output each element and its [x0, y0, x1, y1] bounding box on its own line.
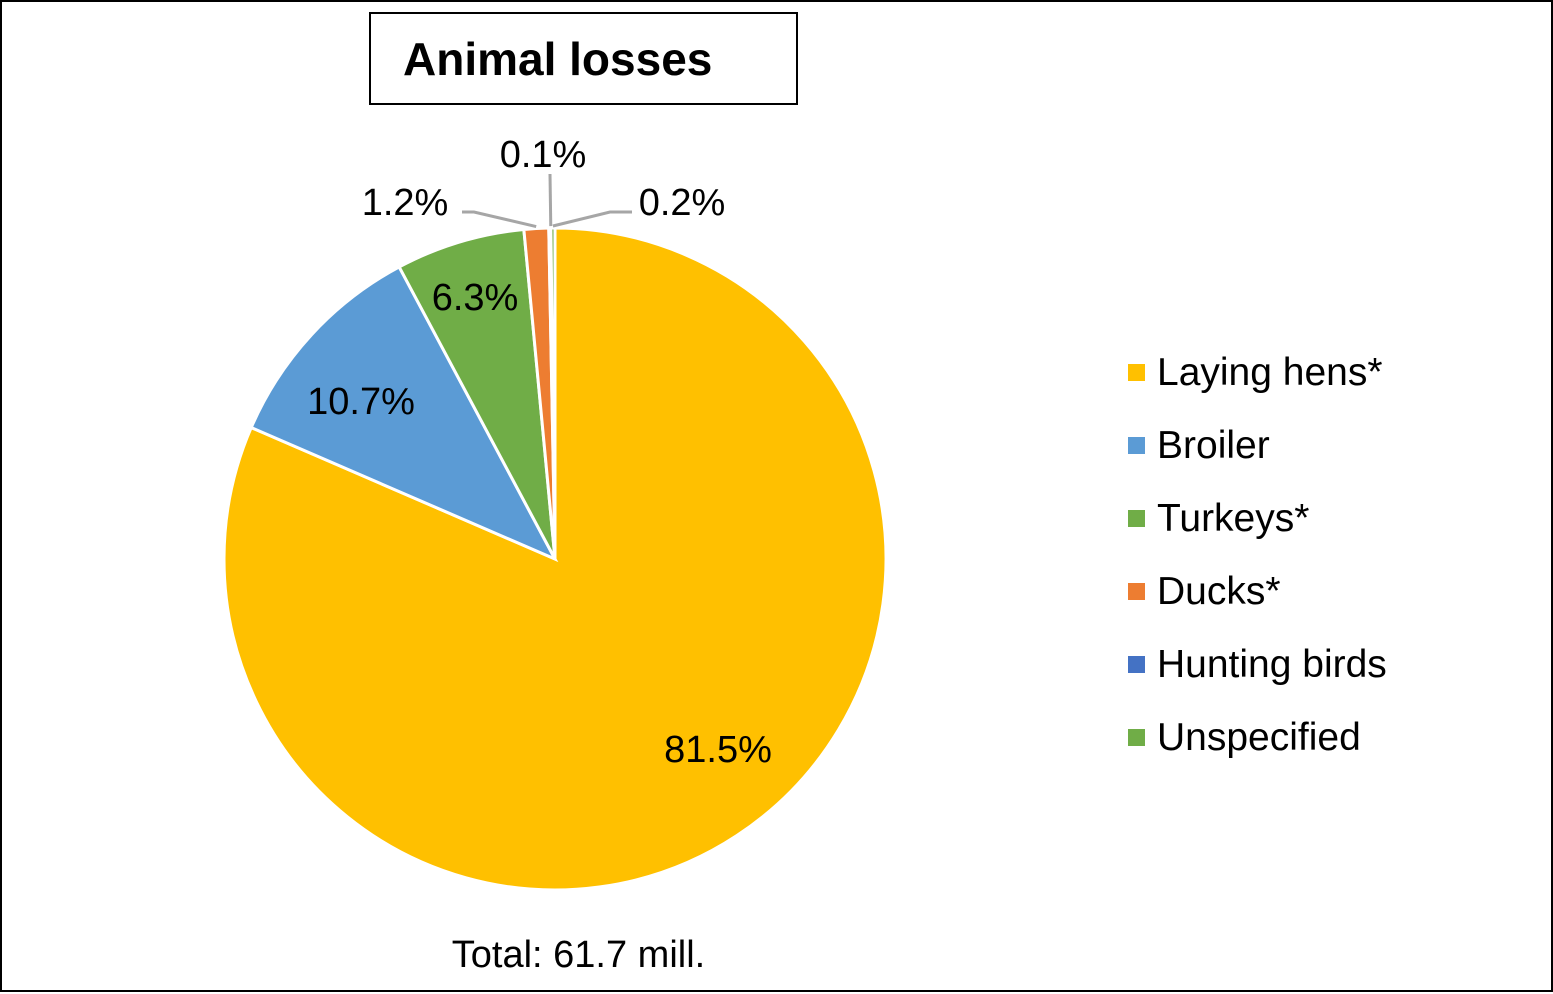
data-label-4: 1.2%: [362, 182, 449, 224]
legend-item-2: Broiler: [1128, 409, 1528, 482]
legend-swatch: [1128, 364, 1145, 381]
data-label-5: 0.1%: [500, 134, 587, 176]
pie-slice-6: [549, 226, 557, 560]
total-label: Total: 61.7 mill.: [451, 934, 706, 976]
legend-swatch: [1128, 583, 1145, 600]
legend-swatch: [1128, 729, 1145, 746]
legend-swatch: [1128, 437, 1145, 454]
legend-label: Unspecified: [1157, 715, 1361, 759]
data-label-1: 81.5%: [664, 729, 772, 771]
chart-title: Animal losses: [403, 32, 713, 85]
legend: Laying hens* Broiler Turkeys* Ducks* Hunting…: [1128, 336, 1528, 774]
legend-item-6: Unspecified: [1128, 701, 1528, 774]
data-label-6: 0.2%: [639, 182, 726, 224]
legend-label: Hunting birds: [1157, 642, 1387, 686]
leader-line-4: [462, 210, 537, 228]
data-label-3: 6.3%: [432, 277, 519, 319]
legend-swatch: [1128, 510, 1145, 527]
legend-item-1: Laying hens*: [1128, 336, 1528, 409]
chart-title-box: Animal losses: [369, 12, 798, 105]
leader-line-5: [548, 173, 553, 227]
pie-slices: [222, 226, 888, 892]
legend-label: Broiler: [1157, 423, 1270, 467]
pie-slice-3: [397, 227, 557, 560]
data-label-2: 10.7%: [307, 381, 415, 423]
pie-slice-1: [222, 226, 888, 892]
leader-line-6: [552, 210, 632, 228]
legend-item-3: Turkeys*: [1128, 482, 1528, 555]
legend-item-4: Ducks*: [1128, 555, 1528, 628]
legend-label: Ducks*: [1157, 569, 1281, 613]
pie-slice-2: [249, 264, 559, 563]
legend-item-5: Hunting birds: [1128, 628, 1528, 701]
legend-label: Laying hens*: [1157, 350, 1383, 394]
leader-lines: [462, 173, 632, 228]
legend-label: Turkeys*: [1157, 496, 1310, 540]
legend-swatch: [1128, 656, 1145, 673]
data-labels: 81.5% 10.7% 6.3% 1.2% 0.1% 0.2%: [307, 134, 772, 771]
